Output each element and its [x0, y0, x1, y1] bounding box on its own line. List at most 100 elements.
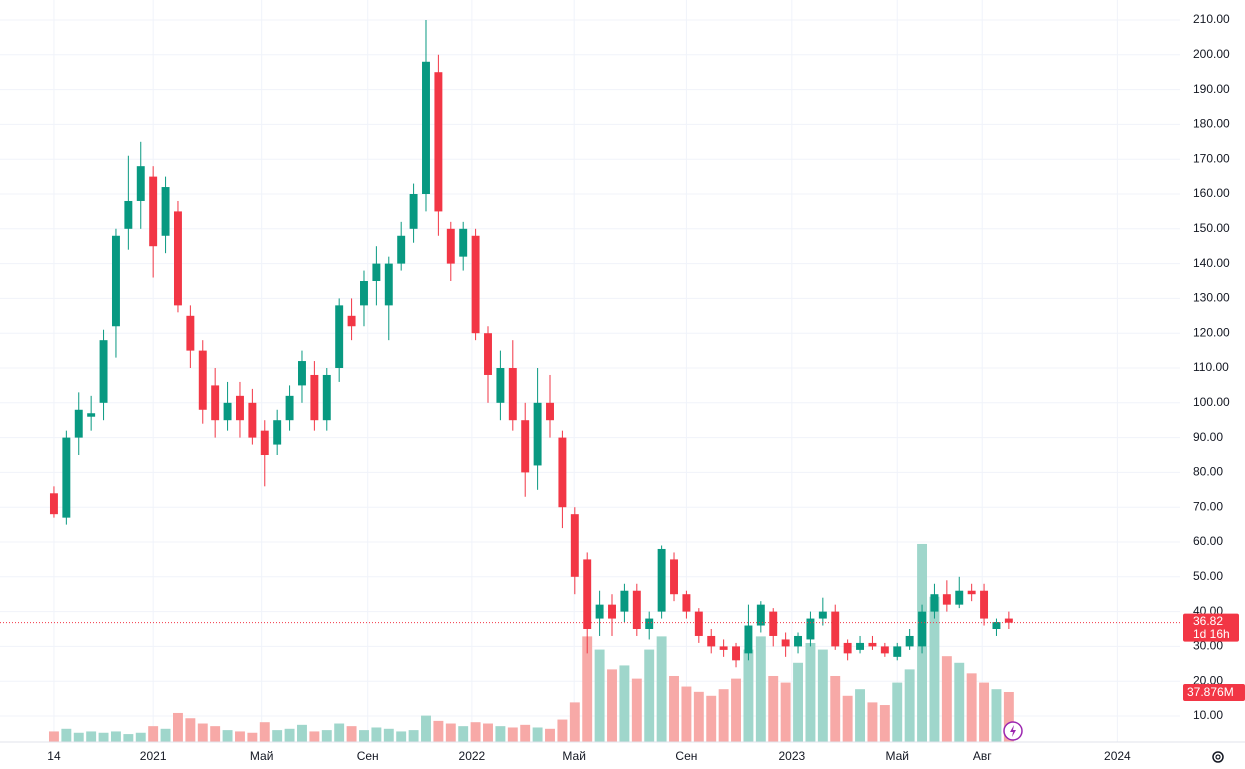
last-volume-label: 37.876M — [1187, 685, 1234, 699]
candle-body — [496, 368, 505, 403]
candle-body — [1004, 618, 1013, 623]
candle-body — [508, 368, 517, 421]
settings-button[interactable] — [1212, 751, 1224, 763]
candle-body — [372, 263, 381, 282]
candle-body — [843, 642, 852, 654]
last-volume-box — [1183, 683, 1245, 701]
candle-body — [608, 604, 616, 619]
candle-body — [260, 430, 269, 456]
countdown-label: 1d 16h — [1193, 627, 1230, 641]
volume-bar — [793, 662, 803, 742]
candle-body — [161, 187, 170, 236]
volume-bar — [842, 695, 853, 742]
volume-bar — [755, 636, 766, 742]
candle-body — [248, 402, 257, 438]
candle-body — [124, 200, 133, 229]
y-tick-label: 180.00 — [1193, 117, 1230, 131]
candle-body — [856, 642, 865, 650]
volume-bar — [160, 728, 171, 742]
candle-body — [967, 590, 976, 595]
candle-body — [347, 315, 356, 327]
volume-bar — [73, 732, 84, 742]
volume-bar — [569, 702, 580, 742]
candle-body — [471, 235, 480, 334]
volume-bar — [904, 669, 915, 742]
volume-bar — [817, 649, 828, 742]
volume-bar — [644, 649, 655, 742]
candle-body — [868, 642, 877, 647]
x-tick-label: 14 — [47, 749, 61, 763]
candle-body — [149, 176, 158, 247]
x-tick-label: Май — [562, 749, 586, 763]
volume-bar — [222, 730, 233, 742]
candle-body — [732, 646, 740, 661]
candle-body — [459, 228, 468, 257]
candle-body — [645, 618, 654, 630]
grid — [0, 0, 1180, 742]
replay-button[interactable] — [1003, 721, 1023, 741]
candle-body — [942, 594, 951, 605]
candle-body — [719, 646, 728, 650]
candle-body — [322, 374, 331, 421]
volume-bar — [879, 705, 890, 742]
volume-bar — [86, 731, 97, 742]
candle-body — [310, 374, 319, 421]
volume-bar — [247, 732, 258, 742]
candle-body — [682, 594, 691, 612]
y-tick-label: 20.00 — [1193, 673, 1223, 687]
candle-body — [583, 559, 592, 630]
candle-body — [384, 263, 393, 306]
volume-bar — [706, 695, 717, 742]
volume-bar — [470, 722, 481, 742]
volume-bar — [48, 731, 59, 742]
candle-body — [918, 611, 927, 647]
volume-bar — [123, 734, 134, 742]
candle-body — [769, 611, 778, 636]
candle-body — [111, 235, 120, 327]
y-tick-label: 50.00 — [1193, 569, 1223, 583]
volume-bar — [743, 649, 754, 742]
candle-body — [397, 235, 406, 264]
y-tick-label: 190.00 — [1193, 82, 1230, 96]
candle-body — [707, 635, 716, 647]
x-tick-label: 2024 — [1104, 749, 1131, 763]
candle-body — [298, 361, 306, 386]
volume-bar — [966, 673, 977, 742]
candle-body — [694, 611, 703, 636]
candle-body — [533, 402, 542, 466]
volume-bar — [445, 723, 456, 742]
candle-body — [360, 281, 368, 306]
volume-bar — [594, 649, 605, 742]
candle-body — [670, 559, 678, 595]
volume-bar — [681, 686, 692, 742]
y-tick-label: 10.00 — [1193, 708, 1223, 722]
volume-bar — [334, 723, 345, 742]
candle-body — [955, 590, 964, 605]
x-tick-label: Сен — [357, 749, 379, 763]
volume-bar — [867, 702, 878, 742]
candle-body — [880, 646, 889, 654]
candle-body — [756, 604, 765, 626]
volume-bar — [669, 675, 679, 742]
candle-body — [198, 350, 207, 410]
volume-bar — [830, 675, 841, 742]
volume-bar — [284, 728, 295, 742]
candle-body — [905, 635, 914, 647]
volume-bar — [210, 726, 221, 742]
volume-bar — [805, 642, 816, 742]
volume-bar — [718, 689, 729, 742]
volume-bar — [1003, 691, 1014, 742]
volume-bar — [545, 728, 555, 742]
candle-body — [744, 625, 753, 654]
volume-bar — [768, 675, 779, 742]
candle-body — [831, 611, 840, 647]
volume-bar — [433, 720, 444, 742]
candle-body — [930, 594, 939, 612]
y-tick-label: 60.00 — [1193, 534, 1223, 548]
volume-bar — [408, 730, 419, 742]
last-price-box — [1183, 613, 1239, 642]
volume-bar — [421, 715, 431, 742]
candle-body — [992, 622, 1001, 630]
